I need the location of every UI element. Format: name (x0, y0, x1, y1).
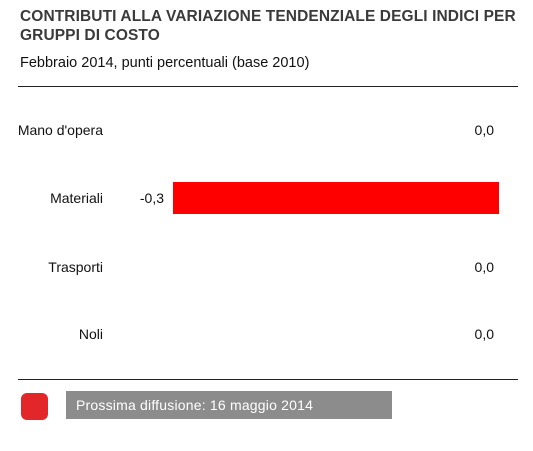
bar (173, 182, 499, 214)
bar-chart: Mano d'opera 0,0 Materiali -0,3 Trasporti 0,0… (18, 122, 499, 342)
chart-subtitle: Febbraio 2014, punti percentuali (base 2… (20, 55, 310, 71)
top-divider (18, 86, 518, 87)
bottom-divider (18, 379, 518, 380)
next-release-banner (66, 391, 392, 419)
category-label: Mano d'opera (18, 122, 103, 138)
category-label: Trasporti (48, 259, 103, 275)
value-label: 0,0 (475, 122, 495, 138)
next-release-label: Prossima diffusione: 16 maggio 2014 (76, 397, 314, 413)
footer-color-swatch (21, 393, 48, 420)
value-label: -0,3 (140, 190, 164, 206)
category-label: Noli (79, 326, 103, 342)
category-label: Materiali (50, 190, 103, 206)
chart-title: CONTRIBUTI ALLA VARIAZIONE TENDENZIALE D… (20, 8, 516, 44)
value-label: 0,0 (475, 259, 495, 275)
value-label: 0,0 (475, 326, 495, 342)
